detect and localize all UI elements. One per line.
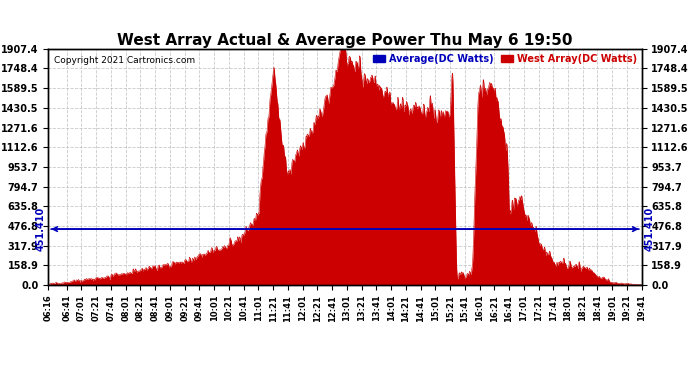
Text: 451.410: 451.410 [644, 207, 655, 251]
Text: 451.410: 451.410 [35, 207, 46, 251]
Text: Copyright 2021 Cartronics.com: Copyright 2021 Cartronics.com [55, 56, 195, 65]
Legend: Average(DC Watts), West Array(DC Watts): Average(DC Watts), West Array(DC Watts) [373, 54, 637, 64]
Title: West Array Actual & Average Power Thu May 6 19:50: West Array Actual & Average Power Thu Ma… [117, 33, 573, 48]
